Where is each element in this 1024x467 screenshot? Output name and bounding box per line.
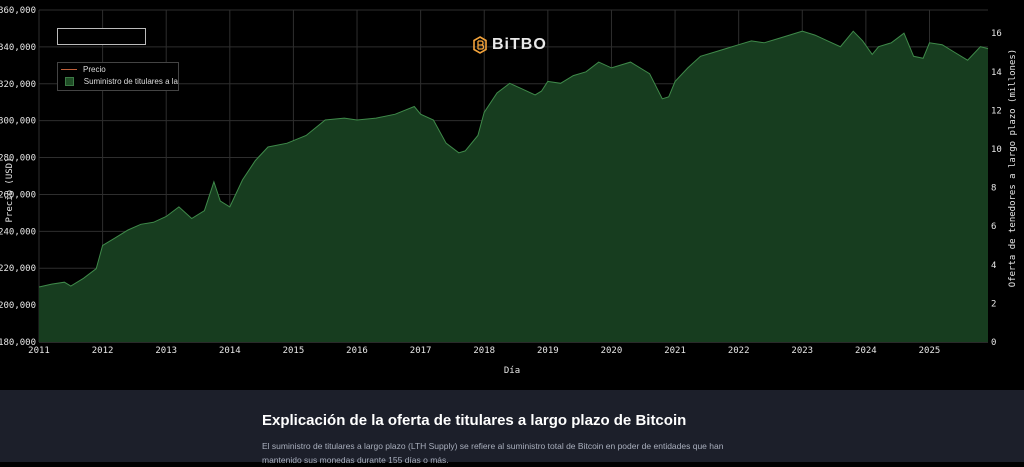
info-text: El suministro de titulares a largo plazo… bbox=[262, 441, 724, 465]
x-tick-label: 2023 bbox=[791, 346, 813, 356]
x-axis-title: Día bbox=[504, 366, 520, 376]
lth-supply-line bbox=[38, 30, 989, 288]
x-tick-label: 2015 bbox=[283, 346, 305, 356]
legend-item-lth-supply[interactable]: Suministro de titulares a la bbox=[58, 75, 178, 87]
right-axis-ticks: 0 2 4 6 8 10 12 14 16 bbox=[991, 29, 1002, 348]
x-tick-label: 2012 bbox=[92, 346, 114, 356]
right-tick-label: 16 bbox=[991, 29, 1002, 39]
lth-supply-area bbox=[39, 31, 988, 342]
logo-text: BiTBO bbox=[492, 36, 547, 53]
left-tick-label: 320,000 bbox=[0, 80, 36, 90]
right-tick-label: 2 bbox=[991, 299, 996, 309]
x-tick-label: 2022 bbox=[728, 346, 750, 356]
left-tick-label: 360,000 bbox=[0, 6, 36, 16]
right-tick-label: 6 bbox=[991, 222, 996, 232]
x-tick-label: 2014 bbox=[219, 346, 241, 356]
left-tick-label: 200,000 bbox=[0, 301, 36, 311]
price-line-swatch bbox=[61, 68, 77, 70]
right-tick-label: 14 bbox=[991, 68, 1002, 78]
right-tick-label: 10 bbox=[991, 145, 1002, 155]
bitbo-logo: BiTBO bbox=[473, 35, 547, 55]
right-tick-label: 4 bbox=[991, 261, 996, 271]
info-title: Explicación de la oferta de titulares a … bbox=[262, 412, 687, 429]
legend[interactable]: Precio Suministro de titulares a la bbox=[57, 62, 179, 91]
search-input-box[interactable] bbox=[57, 28, 146, 45]
left-tick-label: 260,000 bbox=[0, 190, 36, 200]
x-tick-label: 2016 bbox=[346, 346, 368, 356]
x-tick-label: 2018 bbox=[473, 346, 495, 356]
left-axis-title: Precio (USD) bbox=[5, 157, 15, 222]
x-axis-ticks: 2011 2012 2013 2014 2015 2016 2017 2018 2019 2020… bbox=[28, 346, 940, 356]
x-tick-label: 2019 bbox=[537, 346, 559, 356]
left-tick-label: 240,000 bbox=[0, 227, 36, 237]
x-tick-label: 2024 bbox=[855, 346, 877, 356]
right-tick-label: 8 bbox=[991, 184, 996, 194]
right-tick-label: 12 bbox=[991, 106, 1002, 116]
lth-supply-swatch bbox=[65, 76, 74, 86]
chart-svg: 180,000 200,000 220,000 240,000 260,000 280,0… bbox=[0, 6, 1018, 376]
legend-item-price[interactable]: Precio bbox=[58, 63, 178, 75]
bitbo-hexagon-b-icon bbox=[473, 36, 487, 54]
x-tick-label: 2011 bbox=[28, 346, 50, 356]
x-tick-label: 2013 bbox=[155, 346, 177, 356]
left-tick-label: 280,000 bbox=[0, 154, 36, 164]
right-tick-label: 0 bbox=[991, 338, 996, 348]
chart-area: 180,000 200,000 220,000 240,000 260,000 280,0… bbox=[0, 6, 1018, 376]
legend-label-price: Precio bbox=[83, 64, 106, 74]
x-tick-label: 2021 bbox=[664, 346, 686, 356]
left-tick-label: 220,000 bbox=[0, 264, 36, 274]
info-section: Explicación de la oferta de titulares a … bbox=[0, 390, 1024, 465]
x-tick-label: 2025 bbox=[919, 346, 941, 356]
x-tick-label: 2017 bbox=[410, 346, 432, 356]
left-axis-ticks: 180,000 200,000 220,000 240,000 260,000 280,0… bbox=[0, 6, 36, 348]
left-tick-label: 340,000 bbox=[0, 43, 36, 53]
right-axis-title: Oferta de tenedores a largo plazo (millo… bbox=[1008, 49, 1018, 287]
legend-label-lth-supply: Suministro de titulares a la bbox=[83, 76, 178, 86]
lth-supply-series bbox=[38, 30, 989, 342]
left-tick-label: 300,000 bbox=[0, 117, 36, 127]
left-tick-label: 180,000 bbox=[0, 338, 36, 348]
x-tick-label: 2020 bbox=[601, 346, 623, 356]
